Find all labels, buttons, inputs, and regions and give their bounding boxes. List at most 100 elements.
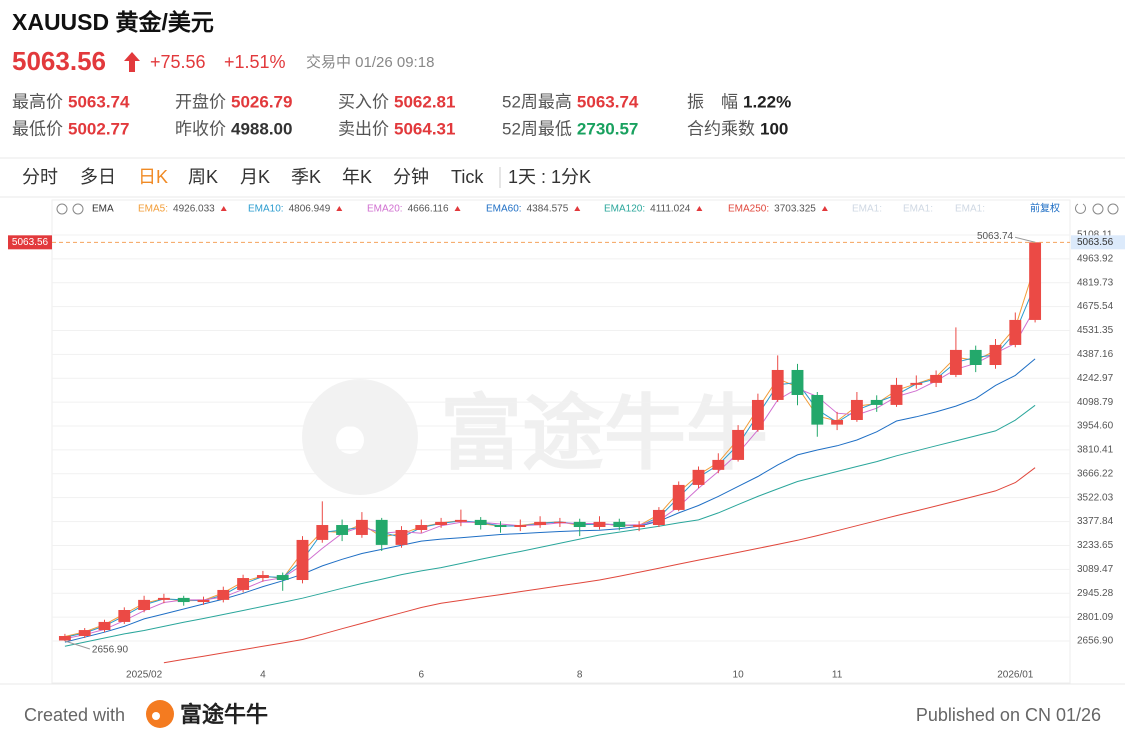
candle-body — [415, 525, 428, 530]
brand-logo — [146, 700, 174, 728]
y-tick-label: 4675.54 — [1077, 301, 1114, 312]
candle-body — [98, 621, 111, 631]
tab[interactable]: 分钟 — [393, 167, 429, 187]
candle-body — [751, 399, 764, 430]
candle-body — [791, 369, 804, 395]
legend-inactive[interactable]: EMA1: — [903, 204, 933, 215]
candle-body — [514, 525, 527, 528]
candle-body — [336, 525, 349, 535]
tab[interactable]: Tick — [451, 167, 484, 187]
legend-toggle[interactable] — [454, 206, 461, 211]
candle-body — [435, 521, 448, 526]
candle-body — [256, 575, 269, 579]
candle-body — [692, 469, 705, 485]
legend-name[interactable]: EMA120: — [604, 204, 645, 215]
ema-line — [64, 404, 1036, 647]
stat-value: 5064.31 — [394, 119, 455, 138]
tab[interactable]: 分时 — [22, 167, 58, 187]
high-leader — [1014, 236, 1036, 243]
y-tick-label: 3666.22 — [1077, 468, 1114, 479]
interval[interactable]: 1天 : 1分K — [508, 167, 591, 187]
legend-toggle[interactable] — [821, 206, 828, 211]
eye-icon[interactable] — [72, 203, 84, 215]
brand-logo-dot — [152, 712, 160, 720]
candle-body — [850, 399, 863, 420]
stat-value: 5063.74 — [577, 92, 639, 111]
stat-value: 5002.77 — [68, 119, 129, 138]
candle-body — [553, 521, 566, 523]
zoom-out-icon[interactable] — [1092, 203, 1104, 215]
low-annotation: 2656.90 — [92, 645, 129, 656]
stat-value: 4988.00 — [231, 119, 292, 138]
y-tick-label: 3954.60 — [1077, 421, 1114, 432]
labels: EMA5: 4926.033 EMA10: 4806.949 EMA20: 4666.11… — [8, 204, 1125, 656]
zoom-in-icon[interactable] — [1107, 203, 1119, 215]
legend-toggle[interactable] — [220, 206, 227, 211]
candle-body — [296, 539, 309, 581]
tab[interactable]: 周K — [188, 167, 218, 187]
candle-body — [573, 521, 586, 528]
stat-label: 52周最低 — [502, 119, 572, 138]
created-with: Created with — [24, 705, 125, 725]
tab[interactable]: 多日 — [80, 167, 116, 187]
candle-body — [237, 578, 250, 590]
undo-icon[interactable] — [1075, 203, 1086, 214]
legend-value: 4384.575 — [527, 204, 569, 215]
candle-body — [969, 349, 982, 365]
y-tick-label: 3233.65 — [1077, 540, 1114, 551]
legend-toggle[interactable] — [336, 206, 343, 211]
stat-label: 最低价 — [12, 119, 63, 138]
stat-value: 100 — [760, 119, 788, 138]
legend-inactive[interactable]: EMA1: — [852, 204, 882, 215]
candle-body — [157, 597, 170, 600]
x-tick-label: 2026/01 — [997, 670, 1034, 681]
candle-body — [870, 399, 883, 405]
tabs: 分时 多日 日K 周K 月K 季K 年K 分钟 Tick — [22, 167, 484, 187]
stat-label: 振 幅 — [687, 92, 738, 111]
candle-body — [930, 374, 943, 383]
y-tick-label: 4387.16 — [1077, 349, 1114, 360]
indicator[interactable]: EMA — [92, 204, 114, 215]
candle-body — [1029, 242, 1042, 320]
legend-name[interactable]: EMA10: — [248, 204, 284, 215]
last-price-axis: 5063.56 — [1077, 237, 1114, 248]
stat-label: 卖出价 — [338, 119, 389, 138]
legend-value: 4926.033 — [173, 204, 215, 215]
candle-body — [633, 525, 646, 528]
x-tick-label: 6 — [419, 670, 425, 681]
candle-body — [197, 599, 210, 603]
ema-line — [163, 467, 1036, 664]
legend-inactive[interactable]: EMA1: — [955, 204, 985, 215]
tab[interactable]: 季K — [291, 167, 321, 187]
tab[interactable]: 月K — [240, 167, 270, 187]
watermark-logo-dot — [336, 426, 364, 454]
x-tick-label: 2025/02 — [126, 670, 163, 681]
legend-toggle[interactable] — [696, 206, 703, 211]
candle-body — [395, 529, 408, 545]
candle-body — [534, 521, 547, 526]
candle-body — [138, 599, 151, 611]
y-tick-label: 2656.90 — [1077, 636, 1114, 647]
stats: 最高价 5063.74 开盘价 5026.79 买入价 5062.81 52周最高 5063.… — [12, 92, 791, 138]
stat-label: 合约乘数 — [687, 119, 755, 138]
tab[interactable]: 年K — [342, 167, 372, 187]
y-tick-label: 5108.11 — [1077, 230, 1113, 241]
last-price-tag-bg — [8, 235, 52, 250]
legend-name[interactable]: EMA5: — [138, 204, 168, 215]
legend-name[interactable]: EMA60: — [486, 204, 522, 215]
y-tick-label: 2945.28 — [1077, 588, 1114, 599]
legend-name[interactable]: EMA250: — [728, 204, 769, 215]
status: 交易中 01/26 09:18 — [306, 53, 434, 71]
stat-label: 最高价 — [12, 92, 63, 111]
legend-toggle[interactable] — [574, 206, 581, 211]
y-tick-label: 4242.97 — [1077, 373, 1114, 384]
adjust[interactable]: 前复权 — [1030, 202, 1060, 215]
tab[interactable]: 日K — [138, 167, 168, 187]
legend-name[interactable]: EMA20: — [367, 204, 403, 215]
candle-body — [831, 419, 844, 425]
change: +75.56 — [150, 52, 206, 72]
grid: 2656.90 2801.09 2945.28 3089.47 3233.65 3377.… — [52, 230, 1114, 681]
candle-body — [276, 575, 289, 581]
settings-icon[interactable] — [56, 203, 68, 215]
